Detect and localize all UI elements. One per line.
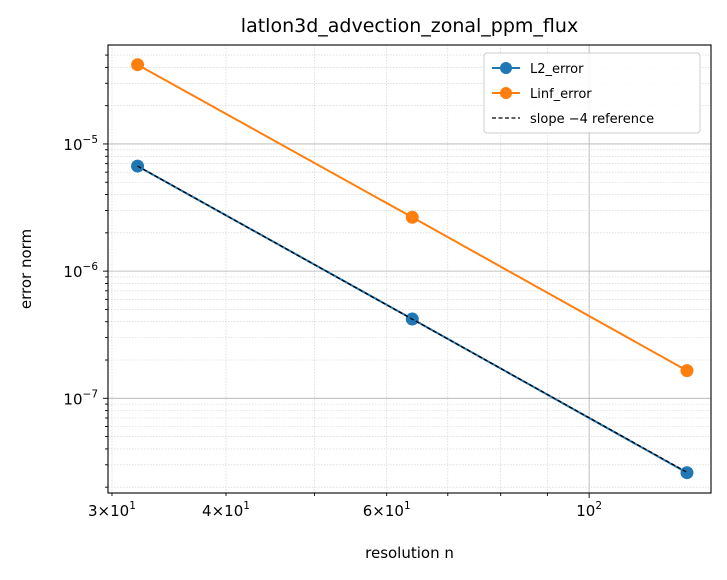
legend-label: slope −4 reference [530,112,654,127]
ticks: 3×101 4×101 6×101 102 10−5 10−6 10−7 [63,54,602,520]
legend-marker [500,62,512,74]
legend-box [483,52,701,134]
series-layer [131,58,694,480]
data-point [680,466,694,480]
x-tick-label: 102 [576,500,602,520]
chart-title: latlon3d_advection_zonal_ppm_flux [241,15,578,37]
series-2 [137,165,688,473]
x-tick-label: 6×101 [363,500,411,520]
x-axis-label: resolution n [365,544,454,562]
y-tick-label: 10−6 [63,261,98,281]
grid [108,45,711,493]
y-tick-label: 10−5 [63,134,98,154]
series-line [137,165,688,473]
series-1 [131,58,694,378]
data-point [405,210,419,224]
plot-frame [107,44,712,494]
data-point [131,58,145,72]
data-point [680,364,694,378]
legend-entry: L2_error [492,62,584,77]
x-tick-label: 3×101 [88,500,136,520]
legend-entry: slope −4 reference [492,112,654,127]
y-tick-label: 10−7 [63,388,98,408]
legend-label: L2_error [530,62,584,77]
x-tick-label: 4×101 [202,500,250,520]
legend-marker [500,87,512,99]
legend-entry: Linf_error [492,87,592,102]
legend-label: Linf_error [530,87,592,102]
y-axis-label: error norm [17,229,35,309]
